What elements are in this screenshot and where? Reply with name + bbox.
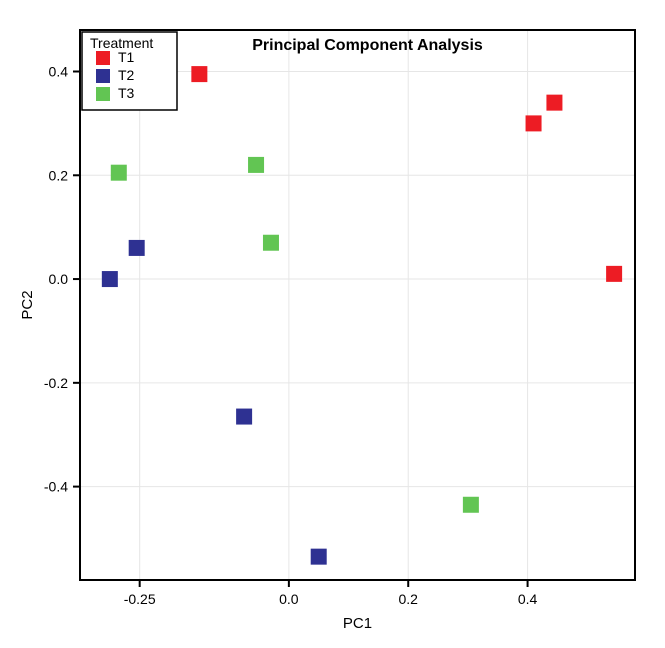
data-point (191, 66, 207, 82)
data-point (129, 240, 145, 256)
data-point (263, 235, 279, 251)
data-point (311, 549, 327, 565)
y-tick-label: 0.0 (49, 271, 69, 287)
legend-swatch (96, 51, 110, 65)
data-point (606, 266, 622, 282)
data-point (248, 157, 264, 173)
x-tick-label: 0.0 (279, 591, 299, 607)
data-point (463, 497, 479, 513)
y-tick-label: 0.2 (49, 167, 69, 183)
data-point (111, 165, 127, 181)
pca-chart-svg: -0.25 0.0 0.2 0.4 -0.4 -0.2 0.0 0.2 0.4 PC1 PC2 Pri… (0, 0, 665, 648)
x-tick-label: 0.4 (518, 591, 538, 607)
data-point (546, 95, 562, 111)
y-tick-label: -0.2 (44, 375, 68, 391)
data-point (236, 409, 252, 425)
chart-title: Principal Component Analysis (252, 37, 483, 54)
data-point (102, 271, 118, 287)
x-axis-label: PC1 (343, 615, 372, 632)
y-tick-label: -0.4 (44, 479, 68, 495)
legend-swatch (96, 69, 110, 83)
legend-swatch (96, 87, 110, 101)
legend-item-label: T2 (118, 67, 135, 83)
y-tick-label: 0.4 (49, 64, 69, 80)
x-tick-label: 0.2 (398, 591, 418, 607)
data-point (526, 115, 542, 131)
x-tick-label: -0.25 (124, 591, 156, 607)
y-axis-label: PC2 (19, 290, 36, 319)
pca-chart-container: -0.25 0.0 0.2 0.4 -0.4 -0.2 0.0 0.2 0.4 PC1 PC2 Pri… (0, 0, 665, 648)
plot-background (80, 30, 635, 580)
legend-item-label: T3 (118, 85, 135, 101)
legend-item-label: T1 (118, 49, 135, 65)
